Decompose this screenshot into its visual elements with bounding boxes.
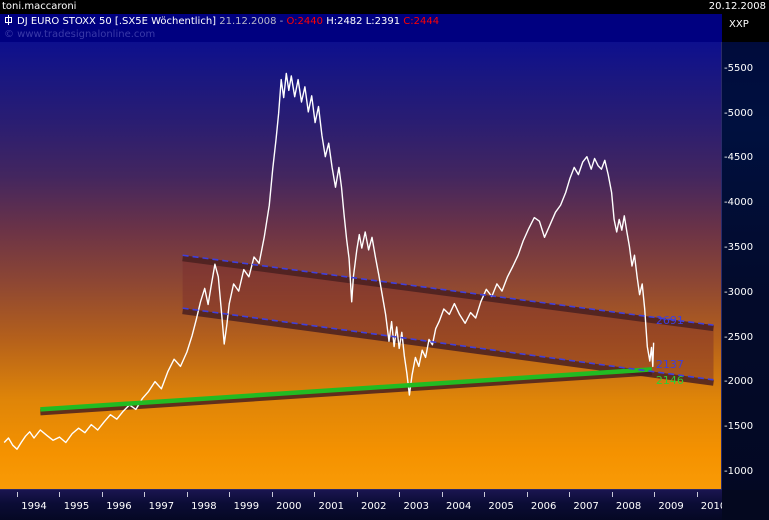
axis-header-corner: XXP — [722, 14, 769, 42]
channel-lower-value: 2137 — [655, 357, 684, 371]
time-tick-label-2001: 2001 — [318, 501, 345, 512]
time-tick-mark-2009 — [654, 492, 656, 497]
time-tick-mark-2008 — [611, 492, 613, 497]
time-tick-label-2002: 2002 — [361, 501, 387, 512]
time-tick-mark-1995 — [59, 492, 61, 497]
price-tick-5500: -5500 — [724, 62, 754, 74]
trendline-value: 2146 — [655, 373, 684, 387]
time-tick-label-2005: 2005 — [488, 501, 514, 512]
time-tick-label-2006: 2006 — [530, 501, 557, 512]
instrument-info-line: DJ EURO STOXX 50 [.SX5E Wöchentlich] 21.… — [4, 15, 439, 28]
time-tick-mark-2004 — [441, 492, 443, 497]
instrument-name: DJ EURO STOXX 50 [.SX5E — [17, 16, 148, 27]
time-tick-mark-2010 — [696, 492, 698, 497]
user-label: toni.maccaroni — [2, 1, 77, 12]
time-tick-mark-1997 — [144, 492, 146, 497]
price-tick-2500: -2500 — [724, 331, 754, 343]
axis-corner — [722, 490, 769, 520]
date-label: 20.12.2008 — [708, 1, 766, 12]
time-tick-mark-2000 — [271, 492, 273, 497]
price-axis[interactable]: -5500 -5000 -4500 -4000 -3500 -3000 -2500 -2000… — [722, 42, 769, 520]
price-tick-4500: -4500 — [724, 152, 754, 164]
time-tick-label-1998: 1998 — [191, 501, 217, 512]
channel-upper-line-shadow — [182, 255, 714, 332]
price-tick-1500: -1500 — [724, 421, 754, 433]
copyright-label: © www.tradesignalonline.com — [4, 29, 156, 40]
candlestick-icon — [4, 15, 13, 25]
time-tick-label-2009: 2009 — [658, 501, 684, 512]
time-tick-mark-1999 — [229, 492, 231, 497]
time-tick-label-2007: 2007 — [573, 501, 599, 512]
time-tick-label-1994: 1994 — [21, 501, 47, 512]
time-tick-label-2000: 2000 — [276, 501, 302, 512]
title-strip: toni.maccaroni 20.12.2008 — [0, 0, 769, 14]
channel-upper-value: 2691 — [655, 313, 684, 327]
time-tick-label-2008: 2008 — [615, 501, 642, 512]
price-tick-2000: -2000 — [724, 376, 754, 388]
open-value: O:2440 — [286, 16, 323, 27]
time-tick-label-1997: 1997 — [148, 501, 175, 512]
low-value: L:2391 — [365, 16, 401, 27]
time-tick-label-1996: 1996 — [106, 501, 132, 512]
support-trendline-green[interactable] — [40, 367, 653, 412]
quote-date: 21.12.2008 - — [219, 16, 284, 27]
time-tick-mark-2003 — [399, 492, 401, 497]
close-value: C:2444 — [403, 16, 440, 27]
price-tick-4000: -4000 — [724, 197, 754, 209]
time-tick-mark-2007 — [569, 492, 571, 497]
interval-label: Wöchentlich] — [151, 16, 217, 27]
time-tick-mark-1994 — [16, 492, 18, 497]
time-tick-label-2004: 2004 — [445, 501, 472, 512]
price-chart-plot-area[interactable]: 2691 2137 2146 — [0, 42, 722, 490]
chart-info-header: DJ EURO STOXX 50 [.SX5E Wöchentlich] 21.… — [0, 14, 722, 42]
resistance-channel-band — [182, 255, 714, 380]
time-tick-label-2003: 2003 — [403, 501, 429, 512]
axis-unit-label: XXP — [729, 19, 749, 30]
time-tick-label-1995: 1995 — [63, 501, 90, 512]
time-tick-mark-1998 — [186, 492, 188, 497]
high-value: H:2482 — [326, 16, 363, 27]
time-tick-mark-2002 — [356, 492, 358, 497]
time-tick-mark-2005 — [484, 492, 486, 497]
time-tick-mark-2001 — [314, 492, 316, 497]
price-tick-3000: -3000 — [724, 286, 754, 298]
time-tick-mark-2006 — [526, 492, 528, 497]
time-axis[interactable]: 1994 1995 1996 1997 1998 1999 2000 2001 2002 2003… — [0, 490, 726, 520]
support-trendline-green-shadow — [40, 369, 653, 416]
price-tick-3500: -3500 — [724, 242, 754, 254]
price-line — [3, 72, 655, 450]
price-tick-5000: -5000 — [724, 107, 754, 119]
time-tick-label-1999: 1999 — [233, 501, 260, 512]
time-tick-mark-1996 — [101, 492, 103, 497]
chart-svg — [3, 72, 714, 450]
price-tick-1000: -1000 — [724, 466, 754, 478]
time-tick-label-2010: 2010 — [700, 501, 727, 512]
